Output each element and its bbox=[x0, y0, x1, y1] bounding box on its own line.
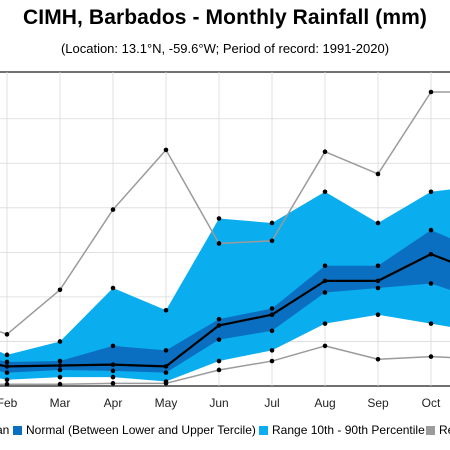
legend-item-median: an bbox=[0, 423, 9, 437]
legend-label-normal: Normal (Between Lower and Upper Tercile) bbox=[26, 423, 256, 437]
point-upper-tercile-jul bbox=[269, 306, 275, 311]
point-record-high-apr bbox=[110, 207, 116, 212]
point-upper-tercile-mar bbox=[57, 358, 63, 364]
chart-legend: an Normal (Between Lower and Upper Terci… bbox=[0, 420, 450, 440]
point-upper-tercile-may bbox=[163, 348, 169, 353]
point-range-10th-90th-percentile-lower-sep bbox=[375, 312, 381, 318]
point-range-10th-90th-percentile-upper-oct bbox=[428, 189, 434, 195]
point-upper-tercile-aug bbox=[322, 263, 328, 269]
point-record-high-sep bbox=[375, 171, 381, 177]
point-range-10th-90th-percentile-upper-jun bbox=[216, 216, 222, 221]
chart-title: CIMH, Barbados - Monthly Rainfall (mm) bbox=[23, 6, 427, 29]
point-median-sep bbox=[375, 278, 381, 284]
point-median-apr bbox=[110, 362, 116, 367]
point-lower-tercile-jun bbox=[216, 337, 222, 342]
point-lower-tercile-sep bbox=[375, 285, 381, 291]
point-record-high-feb bbox=[4, 332, 10, 337]
legend-label-median: an bbox=[0, 423, 10, 437]
point-lower-tercile-oct bbox=[428, 281, 434, 286]
point-range-10th-90th-percentile-lower-jun bbox=[216, 358, 222, 364]
legend-swatch-record bbox=[426, 425, 435, 435]
legend-label-range: Range 10th - 90th Percentile bbox=[272, 423, 425, 437]
point-range-10th-90th-percentile-lower-apr bbox=[110, 374, 116, 380]
point-layer bbox=[4, 89, 434, 387]
range-band bbox=[0, 189, 450, 382]
point-record-low-jul bbox=[269, 358, 275, 364]
x-tick-oct: Oct bbox=[422, 396, 441, 410]
point-lower-tercile-feb bbox=[4, 370, 10, 375]
x-tick-jul: Jul bbox=[264, 396, 279, 410]
plot-frame bbox=[0, 71, 450, 387]
point-upper-tercile-sep bbox=[375, 263, 381, 269]
point-record-low-sep bbox=[375, 356, 381, 362]
point-range-10th-90th-percentile-lower-feb bbox=[4, 377, 10, 383]
point-upper-tercile-jun bbox=[216, 316, 222, 322]
point-median-mar bbox=[57, 363, 63, 368]
point-upper-tercile-feb bbox=[4, 359, 10, 365]
point-record-high-oct bbox=[428, 89, 434, 95]
x-tick-aug: Aug bbox=[314, 396, 335, 410]
point-lower-tercile-mar bbox=[57, 367, 63, 373]
point-median-aug bbox=[322, 278, 328, 284]
point-record-high-may bbox=[163, 147, 169, 153]
point-median-may bbox=[163, 364, 169, 369]
x-tick-jun: Jun bbox=[209, 396, 228, 410]
x-tick-may: May bbox=[155, 396, 178, 410]
point-range-10th-90th-percentile-lower-aug bbox=[322, 321, 328, 326]
x-tick-feb: Feb bbox=[0, 396, 18, 410]
point-range-10th-90th-percentile-upper-jul bbox=[269, 220, 275, 226]
point-record-low-feb bbox=[4, 381, 10, 387]
point-record-low-oct bbox=[428, 354, 434, 359]
legend-swatch-range bbox=[259, 425, 268, 435]
point-range-10th-90th-percentile-upper-feb bbox=[4, 352, 10, 358]
point-record-high-jul bbox=[269, 238, 275, 244]
x-tick-apr: Apr bbox=[104, 396, 123, 410]
point-range-10th-90th-percentile-upper-sep bbox=[375, 220, 381, 226]
point-range-10th-90th-percentile-upper-aug bbox=[322, 189, 328, 195]
point-median-jun bbox=[216, 323, 222, 328]
legend-item-normal: Normal (Between Lower and Upper Tercile) bbox=[13, 423, 256, 437]
point-range-10th-90th-percentile-upper-apr bbox=[110, 285, 116, 291]
legend-swatch-normal bbox=[13, 425, 22, 435]
legend-label-record: Re bbox=[439, 423, 450, 437]
x-tick-mar: Mar bbox=[50, 396, 71, 410]
normal-band bbox=[0, 230, 450, 373]
point-record-low-apr bbox=[110, 381, 116, 386]
chart-subtitle: (Location: 13.1°N, -59.6°W; Period of re… bbox=[60, 41, 390, 56]
point-range-10th-90th-percentile-upper-may bbox=[163, 307, 169, 313]
point-lower-tercile-apr bbox=[110, 368, 116, 374]
point-record-low-may bbox=[163, 381, 169, 386]
legend-item-range: Range 10th - 90th Percentile bbox=[259, 423, 425, 437]
point-lower-tercile-jul bbox=[269, 328, 275, 334]
point-range-10th-90th-percentile-lower-jul bbox=[269, 348, 275, 353]
point-record-low-aug bbox=[322, 343, 328, 349]
x-tick-labels: Feb Mar Apr May Jun Jul Aug Sep Oct bbox=[0, 396, 441, 410]
point-upper-tercile-apr bbox=[110, 343, 116, 349]
band-layer bbox=[0, 189, 450, 382]
point-median-jul bbox=[269, 312, 275, 318]
point-record-low-mar bbox=[57, 381, 63, 387]
point-lower-tercile-may bbox=[163, 370, 169, 375]
point-lower-tercile-aug bbox=[322, 290, 328, 295]
point-range-10th-90th-percentile-lower-mar bbox=[57, 374, 63, 380]
point-record-high-jun bbox=[216, 241, 222, 246]
point-range-10th-90th-percentile-lower-oct bbox=[428, 321, 434, 326]
point-median-feb bbox=[4, 364, 10, 369]
point-record-high-mar bbox=[57, 287, 63, 293]
legend-item-record: Re bbox=[426, 423, 450, 437]
point-range-10th-90th-percentile-upper-mar bbox=[57, 339, 63, 344]
point-record-low-jun bbox=[216, 367, 222, 373]
point-median-oct bbox=[428, 251, 434, 257]
point-upper-tercile-oct bbox=[428, 227, 434, 233]
point-record-high-aug bbox=[322, 149, 328, 154]
x-tick-sep: Sep bbox=[367, 396, 389, 410]
